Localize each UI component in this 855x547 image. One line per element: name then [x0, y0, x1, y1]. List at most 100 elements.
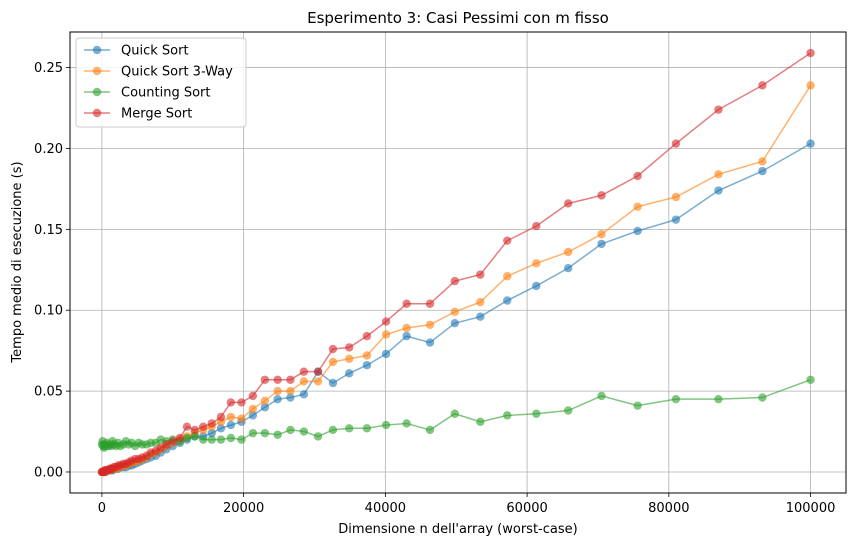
data-point-counting-sort: [345, 424, 354, 433]
data-point-quick-sort: [503, 296, 512, 305]
data-point-merge-sort: [175, 433, 185, 443]
data-point-merge-sort: [671, 139, 681, 148]
legend: Quick Sort Quick Sort 3-Way Counting Sort M…: [75, 37, 247, 128]
data-point-quick-sort-3-way: [402, 323, 411, 333]
data-point-merge-sort: [207, 419, 216, 428]
data-point-quick-sort: [248, 411, 258, 420]
legend-label: Quick Sort 3-Way: [121, 65, 233, 80]
legend-label: Counting Sort: [121, 86, 211, 101]
data-point-merge-sort: [216, 412, 226, 422]
series-merge-sort: [97, 48, 815, 477]
data-point-counting-sort: [182, 433, 192, 443]
data-point-quick-sort: [216, 424, 226, 433]
data-point-merge-sort: [168, 437, 177, 446]
data-point-counting-sort: [237, 435, 246, 444]
data-point-counting-sort: [532, 409, 541, 418]
legend-frame: [75, 37, 247, 128]
data-point-merge-sort: [299, 367, 309, 376]
plot-frame: [69, 31, 847, 494]
data-point-quick-sort: [286, 393, 295, 402]
data-point-merge-sort: [162, 440, 171, 449]
data-point-quick-sort-3-way: [237, 414, 246, 423]
data-point-merge-sort: [226, 398, 236, 407]
data-point-quick-sort-3-way: [503, 272, 512, 281]
data-point-merge-sort: [758, 81, 767, 90]
x-tick-label: 0: [98, 501, 106, 516]
data-point-merge-sort: [362, 331, 372, 341]
data-point-counting-sort: [758, 393, 767, 402]
data-point-merge-sort: [237, 398, 246, 407]
data-point-counting-sort: [806, 375, 815, 384]
data-point-quick-sort: [207, 428, 216, 438]
data-point-counting-sort: [190, 432, 199, 441]
data-point-counting-sort: [226, 433, 236, 443]
data-point-merge-sort: [597, 191, 606, 200]
data-point-quick-sort: [402, 331, 411, 341]
data-point-counting-sort: [362, 424, 372, 433]
data-point-quick-sort: [597, 239, 606, 249]
data-point-quick-sort-3-way: [714, 170, 723, 179]
data-point-quick-sort-3-way: [633, 202, 642, 211]
data-point-quick-sort-3-way: [328, 357, 338, 367]
x-tick-label: 60000: [506, 501, 547, 516]
data-point-counting-sort: [286, 425, 295, 435]
legend-marker: [92, 108, 102, 118]
y-tick-label: 0.00: [34, 465, 63, 480]
data-point-merge-sort: [182, 422, 192, 431]
data-point-counting-sort: [671, 394, 681, 404]
data-point-merge-sort: [248, 391, 258, 401]
data-point-quick-sort: [226, 420, 236, 430]
series-counting-sort: [97, 375, 815, 452]
data-point-quick-sort: [714, 186, 723, 195]
x-axis-label: Dimensione n dell'array (worst-case): [338, 522, 577, 537]
x-tick-label: 20000: [223, 501, 264, 516]
data-point-quick-sort-3-way: [345, 354, 354, 363]
grid-lines: [70, 32, 846, 493]
x-tick-label: 40000: [365, 501, 406, 516]
data-point-quick-sort: [299, 390, 309, 399]
data-point-quick-sort-3-way: [299, 377, 309, 386]
data-point-quick-sort: [260, 403, 270, 412]
data-point-quick-sort-3-way: [226, 412, 236, 422]
data-point-counting-sort: [476, 417, 485, 427]
data-point-quick-sort: [450, 318, 460, 328]
legend-marker: [92, 45, 102, 55]
plot-series: [97, 48, 815, 477]
data-point-quick-sort: [381, 349, 391, 359]
data-point-merge-sort: [564, 199, 573, 208]
x-tick-label: 100000: [786, 501, 836, 516]
data-point-counting-sort: [425, 425, 435, 435]
data-point-merge-sort: [425, 299, 435, 308]
y-tick-label: 0.25: [34, 61, 63, 76]
data-point-quick-sort-3-way: [597, 229, 606, 239]
data-point-quick-sort-3-way: [806, 81, 815, 90]
data-point-quick-sort: [806, 139, 815, 148]
data-point-quick-sort: [532, 281, 541, 291]
legend-marker: [92, 87, 102, 97]
data-point-merge-sort: [313, 367, 323, 376]
data-point-merge-sort: [345, 343, 354, 352]
data-point-quick-sort-3-way: [362, 351, 372, 360]
data-point-quick-sort-3-way: [381, 330, 391, 339]
data-point-counting-sort: [216, 435, 226, 444]
data-point-quick-sort-3-way: [450, 307, 460, 317]
data-point-merge-sort: [381, 317, 391, 326]
data-point-merge-sort: [402, 299, 411, 308]
data-point-quick-sort-3-way: [248, 404, 258, 414]
data-point-counting-sort: [207, 435, 216, 444]
y-tick-label: 0.10: [34, 304, 63, 319]
data-point-quick-sort: [273, 394, 282, 404]
data-point-quick-sort-3-way: [532, 259, 541, 268]
data-point-quick-sort: [476, 312, 485, 321]
y-tick-label: 0.20: [34, 142, 63, 157]
data-point-quick-sort-3-way: [313, 377, 323, 386]
data-point-quick-sort: [345, 369, 354, 378]
data-point-quick-sort-3-way: [425, 320, 435, 329]
data-point-merge-sort: [260, 375, 270, 384]
data-point-quick-sort-3-way: [564, 247, 573, 257]
data-point-quick-sort-3-way: [671, 192, 681, 202]
data-point-counting-sort: [199, 435, 208, 444]
data-point-merge-sort: [286, 375, 295, 384]
data-point-quick-sort-3-way: [758, 157, 767, 166]
